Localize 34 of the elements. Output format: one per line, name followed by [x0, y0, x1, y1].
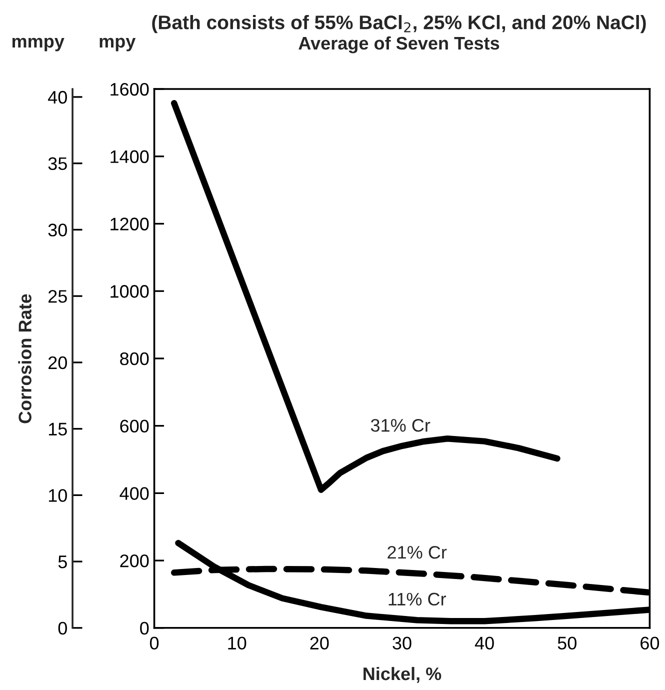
x-tick-label: 30 [392, 636, 412, 650]
y2-axis-title: mmpy [12, 38, 64, 52]
x-axis-title: Nickel, % [364, 666, 442, 683]
y-tick-label: 1600 [110, 82, 149, 96]
y-tick-label: 800 [120, 352, 149, 366]
series-label: 21% Cr [388, 546, 447, 559]
y-tick-label: 200 [120, 554, 149, 568]
y2-tick-label: 20 [48, 356, 67, 370]
x-tick-label: 40 [474, 636, 494, 650]
y2-tick-label: 25 [48, 290, 67, 303]
y-tick-label: 0 [140, 622, 149, 635]
x-tick-label: 20 [310, 636, 329, 650]
y2-tick-label: 40 [48, 90, 67, 104]
x-tick-label: 50 [558, 636, 576, 650]
y-tick-label: 1400 [110, 150, 149, 164]
series-label: 31% Cr [370, 418, 430, 432]
x-tick-label: 60 [640, 636, 660, 650]
x-tick-label: 0 [150, 636, 159, 650]
y2-tick-label: 0 [58, 622, 67, 635]
y-tick-label: 400 [120, 487, 149, 500]
y-tick-label: 600 [120, 420, 149, 433]
chart-subtitle: Average of Seven Tests [298, 36, 500, 54]
text: Corrosion Rate [18, 294, 32, 424]
x-tick-label: 10 [228, 636, 246, 650]
y2-tick-label: 5 [58, 556, 67, 568]
y2-tick-label: 15 [48, 422, 67, 436]
y-tick-label: 1000 [110, 285, 149, 298]
series-label: 11% Cr [388, 592, 446, 606]
y-tick-label: 1200 [110, 218, 149, 230]
y2-tick-label: 10 [48, 489, 67, 502]
y2-tick-label: 35 [48, 157, 67, 170]
y2-tick-label: 30 [48, 224, 67, 236]
chart-title: (Bath consists of 55% BaCl$_{2}$, 25% KCl, and 20% NaCl) [152, 15, 646, 34]
y-axis-title: mpy [100, 38, 136, 52]
